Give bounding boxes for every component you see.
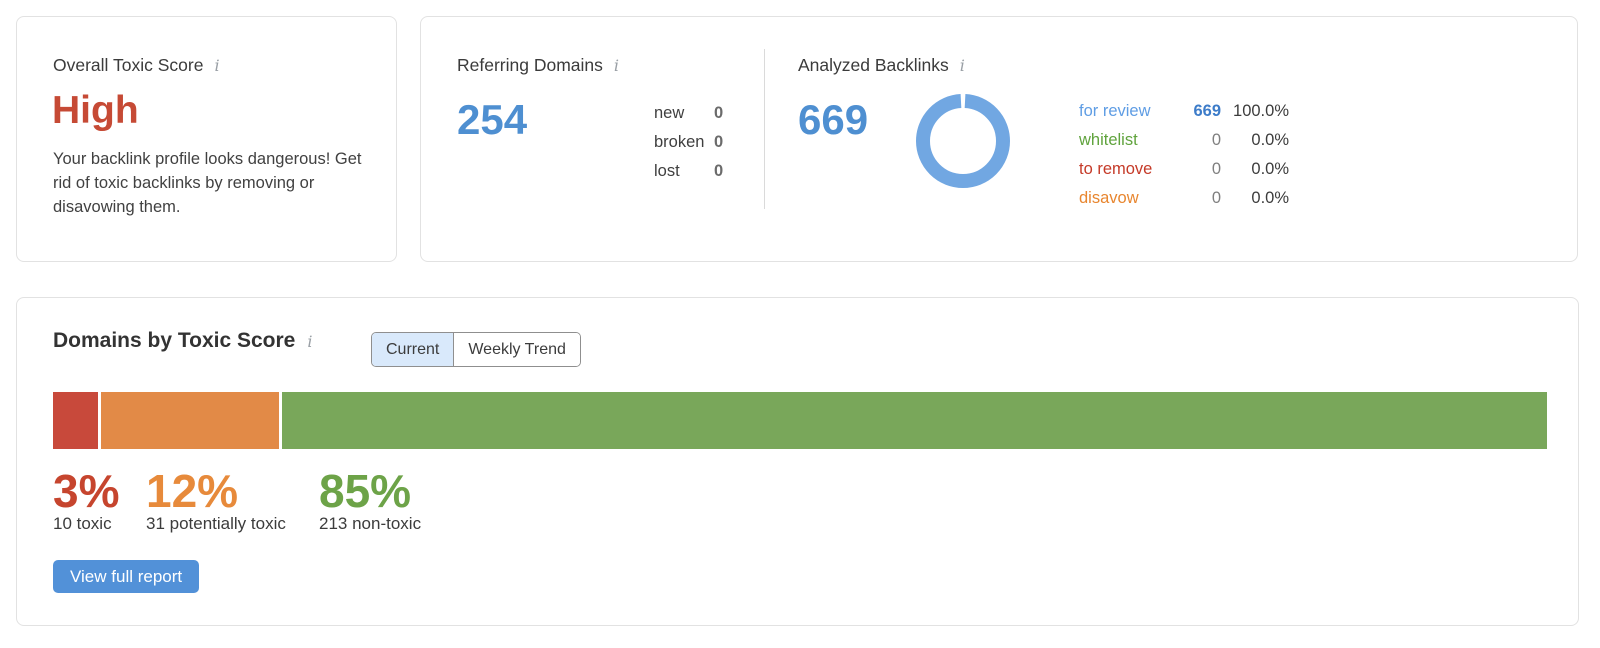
- domains-backlinks-card: Referring Domains i 254 new 0 broken 0 lo…: [420, 16, 1578, 262]
- stat-row-broken: broken 0: [654, 132, 723, 161]
- domains-by-toxic-score-title: Domains by Toxic Score i: [53, 329, 312, 353]
- info-icon[interactable]: i: [613, 56, 620, 75]
- legend-value: 0: [1211, 131, 1221, 149]
- referring-domains-title-text: Referring Domains: [457, 55, 603, 75]
- legend-label-for-review[interactable]: for review: [1079, 102, 1151, 120]
- legend-percent: 0.0%: [1251, 160, 1289, 178]
- stat-label: lost: [654, 162, 680, 180]
- stat-row-new: new 0: [654, 103, 723, 132]
- potentially-toxic-percent: 12%: [146, 468, 238, 514]
- info-icon[interactable]: i: [307, 332, 313, 351]
- analyzed-backlinks-title: Analyzed Backlinks i: [798, 55, 965, 76]
- toxic-percent: 3%: [53, 468, 119, 514]
- legend-value: 669: [1193, 102, 1221, 120]
- legend-value: 0: [1211, 189, 1221, 207]
- tab-weekly-trend[interactable]: Weekly Trend: [453, 333, 580, 366]
- legend-value: 0: [1211, 160, 1221, 178]
- toxic-count-label: 10 toxic: [53, 514, 112, 533]
- domains-by-toxic-score-title-text: Domains by Toxic Score: [53, 329, 296, 352]
- tab-current[interactable]: Current: [372, 333, 454, 366]
- analyzed-backlinks-value: 669: [798, 96, 869, 143]
- non-toxic-percent-value: 85%: [319, 465, 412, 517]
- stat-label: broken: [654, 133, 705, 151]
- view-full-report-button[interactable]: View full report: [53, 560, 200, 593]
- bar-segment-non-toxic[interactable]: [282, 392, 1547, 449]
- stat-row-lost: lost 0: [654, 161, 723, 190]
- vertical-divider: [764, 49, 765, 209]
- bar-segment-potentially-toxic[interactable]: [100, 392, 280, 449]
- stat-value: 0: [714, 104, 724, 122]
- overall-toxic-score-card: Overall Toxic Score i High Your backlink …: [16, 16, 397, 262]
- domains-by-toxic-score-card: Domains by Toxic Score i Current Weekly T…: [16, 297, 1579, 626]
- donut-ring-icon: [916, 94, 1010, 188]
- toxic-percent-value: 3%: [53, 465, 120, 517]
- stat-value: 0: [714, 162, 724, 180]
- backlinks-legend: for review 669 100.0% whitelist 0 0.0% t…: [1079, 101, 1289, 217]
- potentially-toxic-percent-value: 12%: [146, 465, 239, 517]
- view-toggle: Current Weekly Trend: [371, 332, 581, 367]
- bar-segment-toxic[interactable]: [53, 392, 98, 449]
- stat-label: new: [654, 104, 685, 122]
- legend-percent: 100.0%: [1233, 102, 1289, 120]
- potentially-toxic-count-label: 31 potentially toxic: [146, 514, 286, 533]
- legend-label-whitelist[interactable]: whitelist: [1079, 131, 1138, 149]
- legend-label-disavow[interactable]: disavow: [1079, 189, 1139, 207]
- referring-domains-title: Referring Domains i: [457, 55, 619, 76]
- backlinks-donut-chart: [915, 93, 1011, 189]
- legend-percent: 0.0%: [1251, 131, 1289, 149]
- overall-toxic-score-title: Overall Toxic Score i: [53, 55, 220, 76]
- info-icon[interactable]: i: [214, 56, 220, 75]
- non-toxic-count-label: 213 non-toxic: [319, 514, 422, 533]
- info-icon[interactable]: i: [959, 56, 965, 75]
- toxic-score-description: Your backlink profile looks dangerous! G…: [53, 150, 362, 216]
- overall-toxic-score-title-text: Overall Toxic Score: [53, 55, 204, 75]
- toxic-score-value: High: [52, 89, 139, 132]
- legend-percent: 0.0%: [1251, 189, 1289, 207]
- stat-value: 0: [714, 133, 724, 151]
- toxic-score-stacked-bar: [53, 392, 1547, 449]
- referring-domains-value: 254: [457, 96, 528, 143]
- analyzed-backlinks-title-text: Analyzed Backlinks: [798, 55, 949, 75]
- legend-label-to-remove[interactable]: to remove: [1079, 160, 1153, 178]
- non-toxic-percent: 85%: [319, 468, 411, 514]
- referring-domains-stats: new 0 broken 0 lost 0: [654, 103, 723, 190]
